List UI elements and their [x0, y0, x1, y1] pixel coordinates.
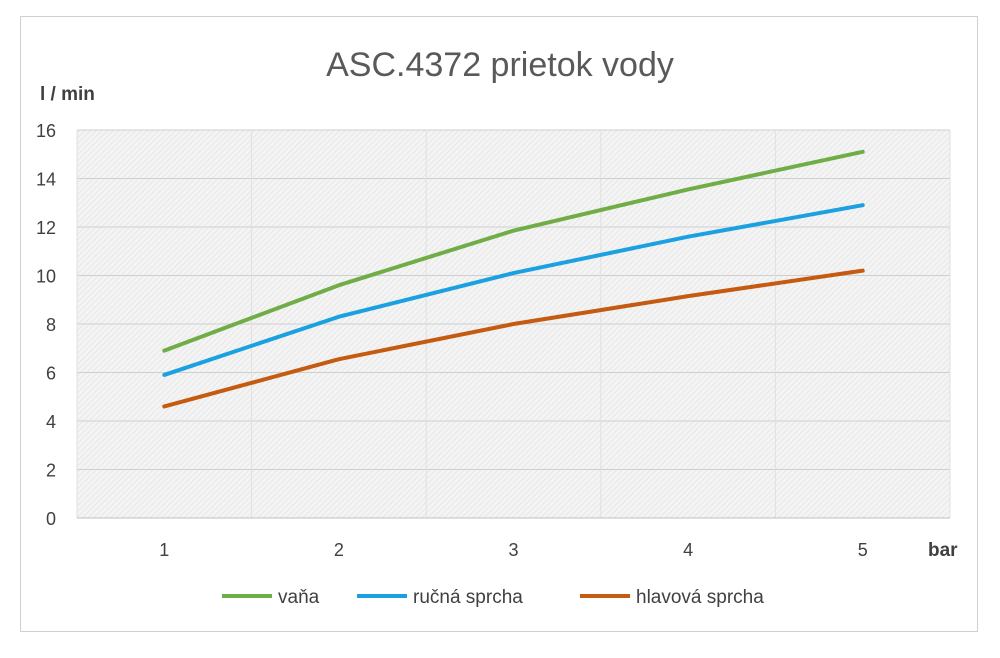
y-tick-label: 6: [46, 364, 56, 384]
chart-title: ASC.4372 prietok vody: [326, 46, 674, 84]
x-axis-label: bar: [928, 540, 958, 561]
x-tick-label: 5: [858, 540, 868, 560]
series-line-3: [162, 268, 865, 409]
y-tick-label: 10: [36, 267, 56, 287]
x-tick-label: 1: [159, 540, 169, 560]
legend-label: hlavová sprcha: [636, 587, 764, 608]
y-tick-label: 12: [36, 218, 56, 238]
series-line-2: [162, 203, 865, 377]
y-tick-label: 4: [46, 412, 56, 432]
y-tick-label: 8: [46, 315, 56, 335]
series-line-1: [162, 149, 865, 353]
legend-label: vaňa: [278, 587, 320, 608]
y-tick-label: 14: [36, 170, 56, 190]
x-tick-label: 4: [683, 540, 693, 560]
y-tick-label: 2: [46, 461, 56, 481]
y-tick-label: 16: [36, 121, 56, 141]
x-tick-label: 2: [334, 540, 344, 560]
y-tick-label: 0: [46, 509, 56, 529]
y-axis-label: l / min: [40, 84, 95, 105]
legend-label: ručná sprcha: [413, 587, 523, 608]
x-tick-label: 3: [508, 540, 518, 560]
